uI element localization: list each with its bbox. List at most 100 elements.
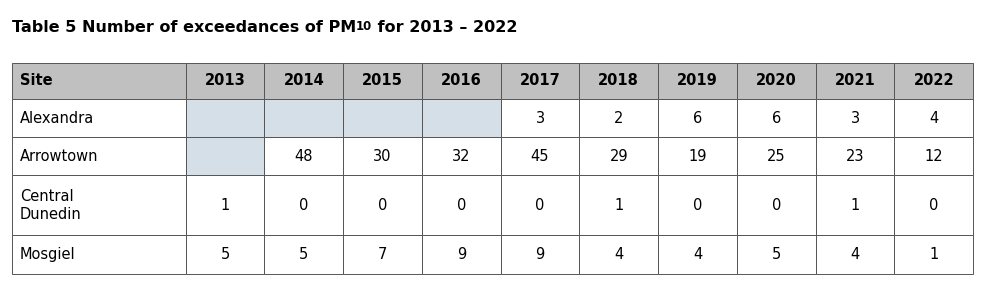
Text: 1: 1 (221, 198, 230, 213)
Bar (737, 235, 816, 274)
Bar (500, 137, 579, 176)
Bar (12, 63, 186, 99)
Text: 10: 10 (356, 20, 372, 33)
Text: 9: 9 (536, 247, 545, 262)
Text: 29: 29 (610, 149, 628, 164)
Text: 4: 4 (850, 247, 860, 262)
Text: 48: 48 (295, 149, 313, 164)
Bar (816, 235, 894, 274)
Bar (422, 176, 500, 235)
Bar (12, 99, 186, 137)
Bar (658, 99, 737, 137)
Text: Alexandra: Alexandra (20, 111, 94, 126)
Bar (186, 99, 264, 137)
Bar (12, 176, 186, 235)
Bar (894, 137, 973, 176)
Bar (816, 63, 894, 99)
Bar (264, 99, 343, 137)
Bar (816, 137, 894, 176)
Text: 2: 2 (614, 111, 624, 126)
Text: Site: Site (20, 73, 52, 88)
Bar (737, 176, 816, 235)
Bar (894, 176, 973, 235)
Bar (500, 63, 579, 99)
Text: 2022: 2022 (913, 73, 954, 88)
Bar (343, 176, 422, 235)
Text: 12: 12 (925, 149, 943, 164)
Bar (894, 63, 973, 99)
Bar (422, 137, 500, 176)
Bar (579, 99, 658, 137)
Text: 2018: 2018 (598, 73, 639, 88)
Bar (658, 235, 737, 274)
Text: 23: 23 (846, 149, 864, 164)
Text: 2015: 2015 (362, 73, 403, 88)
Bar (579, 63, 658, 99)
Text: 5: 5 (299, 247, 308, 262)
Bar (737, 63, 816, 99)
Text: 45: 45 (531, 149, 550, 164)
Bar (343, 137, 422, 176)
Text: 7: 7 (378, 247, 387, 262)
Text: 2017: 2017 (520, 73, 560, 88)
Bar (579, 137, 658, 176)
Text: 5: 5 (771, 247, 781, 262)
Bar (737, 137, 816, 176)
Bar (579, 176, 658, 235)
Text: 2019: 2019 (677, 73, 718, 88)
Bar (12, 235, 186, 274)
Text: 5: 5 (221, 247, 230, 262)
Bar (658, 63, 737, 99)
Bar (658, 176, 737, 235)
Text: 4: 4 (692, 247, 702, 262)
Text: 0: 0 (457, 198, 466, 213)
Bar (186, 176, 264, 235)
Text: Mosgiel: Mosgiel (20, 247, 75, 262)
Text: 1: 1 (929, 247, 939, 262)
Bar (579, 235, 658, 274)
Bar (343, 99, 422, 137)
Bar (422, 99, 500, 137)
Bar (264, 235, 343, 274)
Text: for 2013 – 2022: for 2013 – 2022 (372, 20, 518, 35)
Text: 3: 3 (536, 111, 545, 126)
Text: 0: 0 (378, 198, 387, 213)
Bar (186, 63, 264, 99)
Bar (737, 99, 816, 137)
Text: 0: 0 (771, 198, 781, 213)
Text: 4: 4 (615, 247, 624, 262)
Text: 3: 3 (850, 111, 860, 126)
Bar (264, 63, 343, 99)
Text: 0: 0 (536, 198, 545, 213)
Text: Arrowtown: Arrowtown (20, 149, 98, 164)
Bar (816, 99, 894, 137)
Text: 6: 6 (692, 111, 702, 126)
Bar (658, 137, 737, 176)
Text: 2016: 2016 (441, 73, 482, 88)
Text: Table 5 Number of exceedances of PM: Table 5 Number of exceedances of PM (12, 20, 356, 35)
Text: 2020: 2020 (755, 73, 797, 88)
Text: 30: 30 (373, 149, 392, 164)
Text: 1: 1 (850, 198, 860, 213)
Text: 2014: 2014 (284, 73, 324, 88)
Bar (186, 235, 264, 274)
Text: 4: 4 (929, 111, 939, 126)
Bar (12, 137, 186, 176)
Bar (422, 63, 500, 99)
Bar (500, 235, 579, 274)
Bar (422, 235, 500, 274)
Bar (500, 176, 579, 235)
Bar (894, 99, 973, 137)
Bar (343, 63, 422, 99)
Text: 2021: 2021 (834, 73, 876, 88)
Text: 32: 32 (452, 149, 471, 164)
Text: 9: 9 (457, 247, 466, 262)
Text: 0: 0 (299, 198, 308, 213)
Text: 1: 1 (615, 198, 624, 213)
Bar (264, 176, 343, 235)
Bar (816, 176, 894, 235)
Bar (500, 99, 579, 137)
Text: 2013: 2013 (205, 73, 245, 88)
Text: 25: 25 (767, 149, 786, 164)
Bar (186, 137, 264, 176)
